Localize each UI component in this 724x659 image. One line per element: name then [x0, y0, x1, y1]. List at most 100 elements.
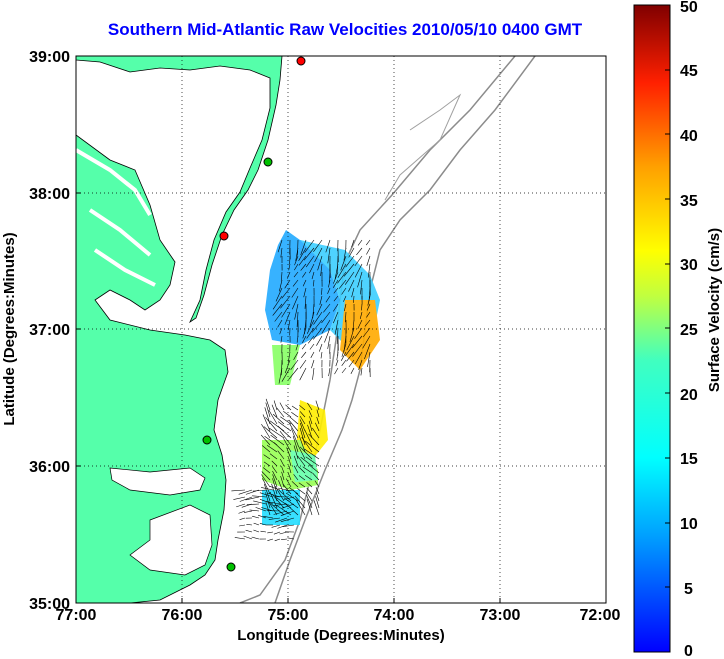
velocity-arrow: [340, 351, 347, 361]
station-marker: [219, 231, 229, 241]
x-axis-label: Longitude (Degrees:Minutes): [237, 627, 445, 644]
velocity-arrow: [288, 419, 299, 432]
water-rappahannock: [88, 208, 152, 257]
bathymetry-contour-1: [239, 56, 516, 603]
colorbar-label: Surface Velocity (cm/s): [706, 228, 723, 392]
velocity-arrow: [253, 529, 260, 533]
velocity-arrow: [269, 486, 281, 491]
velocity-arrow: [313, 279, 315, 287]
velocity-arrow: [315, 496, 320, 509]
velocity-arrow: [300, 456, 313, 467]
velocity-arrow: [360, 279, 363, 295]
velocity-arrow: [300, 422, 306, 439]
velocity-arrow: [284, 497, 299, 509]
velocity-arrow: [272, 474, 278, 488]
velocity-arrow: [298, 475, 306, 481]
velocity-arrow: [246, 524, 253, 526]
velocity-arrow: [287, 271, 291, 279]
y-tick-label: 39:00: [29, 49, 70, 66]
velocity-arrow: [277, 319, 283, 328]
velocity-arrow: [255, 507, 267, 512]
velocity-arrow: [298, 435, 306, 453]
velocity-arrow: [333, 311, 339, 324]
velocity-arrow: [272, 470, 278, 481]
velocity-arrow: [265, 417, 278, 432]
velocity-arrow: [280, 335, 283, 343]
velocity-arrow: [263, 426, 278, 439]
velocity-arrow: [292, 295, 299, 310]
velocity-arrow: [303, 247, 315, 261]
bathymetry-contour-3: [384, 93, 462, 201]
x-tick-label: 73:00: [480, 607, 521, 624]
colorbar-tick-label: 5: [684, 581, 693, 598]
velocity-arrow: [295, 499, 306, 516]
velocity-arrow: [259, 523, 267, 526]
velocity-arrow: [287, 472, 292, 481]
velocity-arrow: [284, 502, 299, 516]
velocity-arrow: [272, 466, 278, 474]
velocity-arrow: [292, 435, 299, 453]
velocity-arrow: [263, 461, 271, 467]
velocity-arrow: [302, 466, 313, 474]
velocity-arrow: [286, 447, 292, 460]
velocity-arrow: [325, 239, 331, 253]
velocity-arrow: [306, 487, 313, 495]
velocity-arrow: [279, 402, 285, 411]
velocity-arrow: [337, 271, 347, 284]
velocity-arrow: [311, 359, 315, 369]
velocity-arrow: [316, 335, 323, 346]
map-grid: [76, 56, 606, 603]
velocity-arrow: [308, 420, 313, 432]
velocity-arrow: [357, 319, 363, 329]
velocity-arrow: [272, 295, 283, 310]
velocity-arrow: [261, 507, 274, 512]
velocity-arrow: [265, 402, 271, 418]
velocity-arrow: [340, 255, 347, 271]
velocity-arrow: [294, 255, 299, 266]
velocity-arrow: [280, 517, 295, 522]
velocity-arrow: [269, 453, 278, 460]
velocity-arrow: [295, 492, 306, 502]
velocity-arrow: [252, 489, 267, 492]
velocity-arrow: [253, 500, 267, 505]
x-tick-label: 76:00: [162, 607, 203, 624]
velocity-arrow: [333, 295, 339, 302]
velocity-arrow: [298, 255, 307, 266]
velocity-arrow: [316, 416, 320, 425]
velocity-arrow: [300, 263, 307, 271]
y-tick-label: 37:00: [29, 322, 70, 339]
velocity-arrow: [268, 517, 281, 520]
colorbar-tick-label: 25: [680, 322, 698, 339]
velocity-arrow: [266, 501, 281, 505]
velocity-arrow: [362, 327, 371, 338]
velocity-arrow: [265, 502, 271, 516]
velocity-arrow: [301, 343, 307, 350]
velocity-arrow: [306, 498, 313, 516]
velocity-arrow: [299, 367, 307, 381]
velocity-arrow: [271, 460, 278, 467]
velocity-arrow: [292, 279, 299, 287]
velocity-arrow: [314, 247, 323, 263]
velocity-arrow: [367, 263, 371, 278]
velocity-arrow: [257, 514, 267, 519]
velocity-arrow: [262, 445, 271, 453]
velocity-arrow: [325, 295, 331, 303]
velocity-arrow: [299, 427, 306, 446]
velocity-arrow: [337, 255, 339, 272]
velocity-arrow: [277, 524, 288, 529]
velocity-arrow: [284, 311, 291, 325]
velocity-arrow: [293, 271, 299, 278]
velocity-arrow: [279, 431, 292, 446]
velocity-arrow: [281, 471, 285, 481]
land-mainland: [76, 56, 283, 324]
velocity-arrow: [341, 359, 347, 366]
velocity-arrow: [294, 303, 299, 320]
velocity-arrow: [357, 239, 363, 246]
velocity-arrow: [253, 522, 260, 526]
velocity-arrow: [350, 367, 355, 374]
velocity-arrow: [280, 247, 283, 258]
velocity-arrow: [278, 480, 285, 495]
velocity-arrow: [291, 481, 299, 488]
velocity-arrow: [262, 414, 271, 432]
velocity-arrow: [268, 427, 285, 439]
